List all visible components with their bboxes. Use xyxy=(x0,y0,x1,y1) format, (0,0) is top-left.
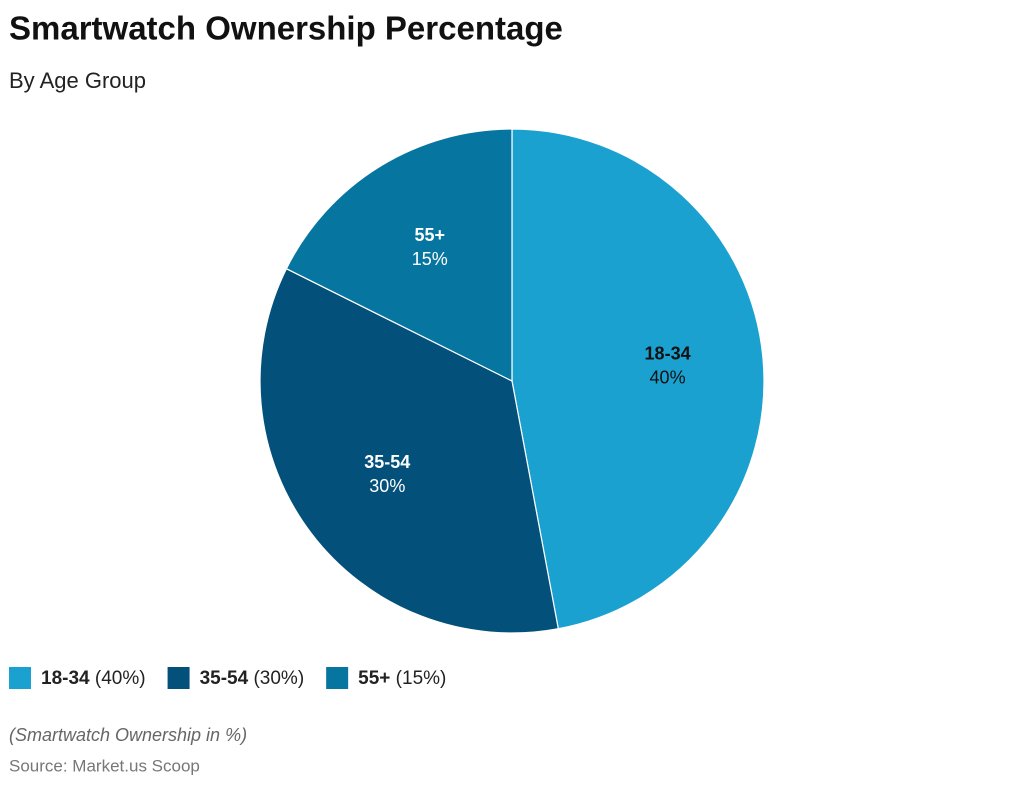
legend: 18-34 (40%) 35-54 (30%) 55+ (15%) xyxy=(9,667,446,689)
chart-subtitle: By Age Group xyxy=(9,68,146,93)
value-label: 40% xyxy=(650,367,686,387)
slice-label: 18-34 xyxy=(645,343,691,363)
legend-value: (30%) xyxy=(253,668,304,689)
legend-label: 35-54 (30%) xyxy=(200,668,305,689)
legend-swatch xyxy=(326,667,349,689)
pie-slice xyxy=(511,128,765,630)
pie-slice xyxy=(285,128,513,382)
legend-name: 35-54 xyxy=(200,668,249,689)
pie-slice xyxy=(259,267,560,634)
legend-value: (15%) xyxy=(396,668,447,689)
source: Source: Market.us Scoop xyxy=(9,756,200,775)
legend-swatch xyxy=(167,667,190,689)
value-label: 30% xyxy=(369,476,405,496)
value-label: 15% xyxy=(412,249,448,269)
legend-value: (40%) xyxy=(95,668,146,689)
note: (Smartwatch Ownership in %) xyxy=(9,725,247,745)
chart-title: Smartwatch Ownership Percentage xyxy=(9,10,563,47)
slice-label: 55+ xyxy=(414,225,445,245)
legend-name: 55+ xyxy=(358,668,390,689)
slice-label: 35-54 xyxy=(364,452,410,472)
legend-label: 55+ (15%) xyxy=(358,668,446,689)
legend-label: 18-34 (40%) xyxy=(41,668,146,689)
legend-swatch xyxy=(9,667,31,689)
pie: 18-34 40% 35-54 30% 55+ 15% xyxy=(259,128,765,634)
legend-name: 18-34 xyxy=(41,668,90,689)
